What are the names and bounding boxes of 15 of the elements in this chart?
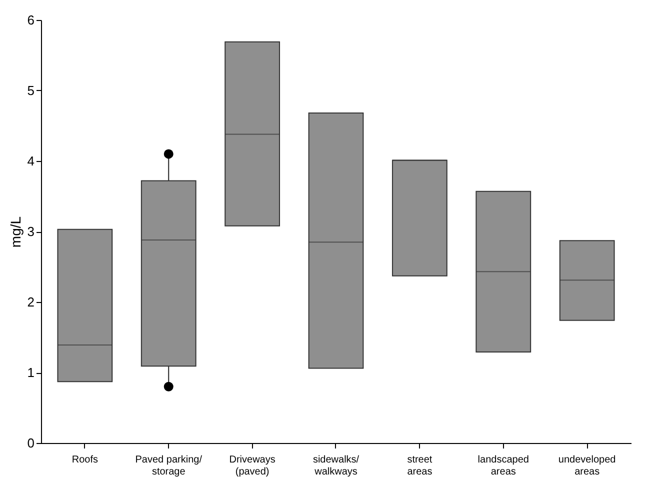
y-tick-label: 1 <box>27 365 34 380</box>
y-tick-label: 3 <box>27 224 34 239</box>
x-tick-label: Roofs <box>72 454 98 466</box>
y-tick-label: 4 <box>27 154 34 168</box>
y-tick-label: 0 <box>27 436 34 450</box>
y-tick-label: 6 <box>27 12 34 28</box>
x-tick-label: street areas <box>407 454 432 478</box>
y-tick-label: 5 <box>27 83 34 98</box>
x-tick-label: sidewalks/ walkways <box>312 454 360 478</box>
x-tick-label: Paved parking/ storage <box>135 454 202 478</box>
y-axis-title: mg/L <box>7 216 24 248</box>
x-tick-label: undeveloped areas <box>558 454 616 478</box>
x-tick-label: Driveways (paved) <box>229 454 276 478</box>
x-tick-label: landscaped areas <box>478 454 529 478</box>
y-tick-label: 2 <box>27 294 34 310</box>
